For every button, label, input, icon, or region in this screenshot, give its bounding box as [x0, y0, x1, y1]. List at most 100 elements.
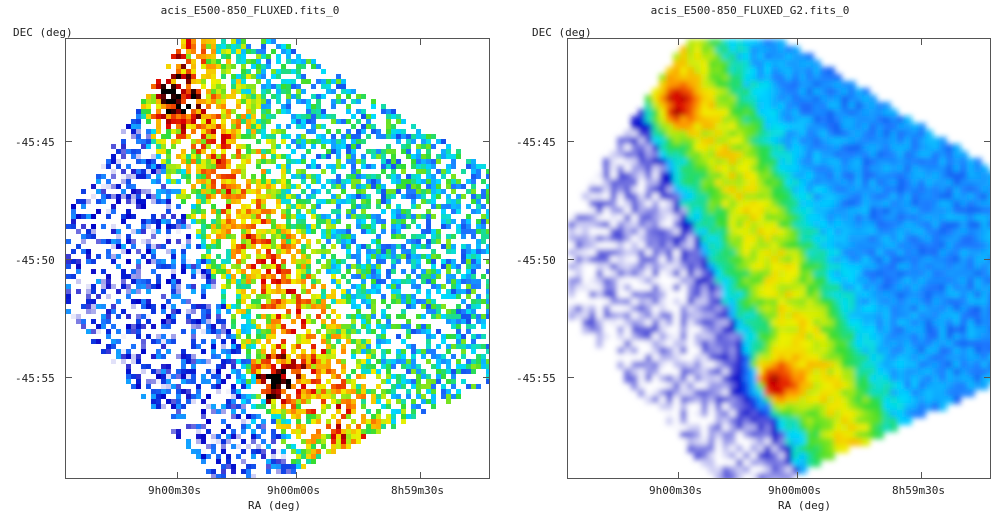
heatmap-cell — [241, 249, 246, 254]
heatmap-cell — [156, 139, 161, 144]
heatmap-cell — [799, 81, 807, 89]
heatmap-cell — [736, 46, 744, 54]
heatmap-cell — [855, 130, 863, 138]
heatmap-cell — [276, 344, 281, 349]
heatmap-cell — [386, 414, 391, 419]
heatmap-cell — [201, 199, 206, 204]
heatmap-cell — [201, 184, 206, 189]
heatmap-cell — [471, 299, 476, 304]
heatmap-cell — [701, 67, 709, 75]
heatmap-cell — [806, 53, 814, 61]
heatmap-cell — [631, 137, 639, 145]
heatmap-cell — [743, 123, 751, 131]
heatmap-cell — [206, 359, 211, 364]
heatmap-cell — [813, 109, 821, 117]
heatmap-cell — [331, 219, 336, 224]
heatmap-cell — [736, 172, 744, 180]
heatmap-cell — [286, 124, 291, 129]
heatmap-cell — [286, 229, 291, 234]
heatmap-cell — [441, 354, 446, 359]
heatmap-cell — [346, 89, 351, 94]
heatmap-cell — [451, 234, 456, 239]
heatmap-cell — [336, 214, 341, 219]
heatmap-cell — [862, 221, 870, 229]
heatmap-cell — [446, 149, 451, 154]
heatmap-cell — [161, 89, 166, 94]
heatmap-cell — [151, 199, 156, 204]
heatmap-cell — [256, 179, 261, 184]
heatmap-cell — [750, 179, 758, 187]
heatmap-cell — [401, 384, 406, 389]
heatmap-cell — [883, 249, 891, 257]
heatmap-cell — [226, 439, 231, 444]
heatmap-cell — [792, 46, 800, 54]
heatmap-cell — [466, 319, 471, 324]
heatmap-cell — [708, 130, 716, 138]
heatmap-cell — [181, 189, 186, 194]
heatmap-cell — [231, 394, 236, 399]
heatmap-cell — [301, 279, 306, 284]
heatmap-cell — [366, 409, 371, 414]
heatmap-cell — [71, 219, 76, 224]
heatmap-cell — [631, 144, 639, 152]
heatmap-cell — [301, 144, 306, 149]
heatmap-cell — [201, 284, 206, 289]
heatmap-cell — [421, 169, 426, 174]
heatmap-cell — [196, 259, 201, 264]
heatmap-cell — [241, 79, 246, 84]
heatmap-cell — [610, 158, 618, 166]
heatmap-cell — [411, 304, 416, 309]
heatmap-cell — [411, 364, 416, 369]
heatmap-cell — [813, 158, 821, 166]
heatmap-cell — [261, 424, 266, 429]
heatmap-cell — [694, 102, 702, 110]
heatmap-cell — [771, 186, 779, 194]
heatmap-cell — [181, 149, 186, 154]
heatmap-cell — [266, 159, 271, 164]
heatmap-cell — [71, 224, 76, 229]
heatmap-cell — [743, 179, 751, 187]
heatmap-cell — [256, 449, 261, 454]
heatmap-cell — [351, 254, 356, 259]
heatmap-cell — [431, 279, 436, 284]
heatmap-cell — [988, 235, 990, 243]
heatmap-cell — [296, 334, 301, 339]
heatmap-cell — [331, 194, 336, 199]
heatmap-cell — [366, 389, 371, 394]
heatmap-cell — [785, 158, 793, 166]
heatmap-cell — [346, 229, 351, 234]
heatmap-cell — [406, 214, 411, 219]
heatmap-cell — [216, 59, 221, 64]
heatmap-cell — [431, 239, 436, 244]
heatmap-cell — [701, 137, 709, 145]
heatmap-cell — [932, 256, 940, 264]
heatmap-cell — [596, 186, 604, 194]
heatmap-cell — [76, 279, 81, 284]
heatmap-cell — [694, 249, 702, 257]
heatmap-cell — [201, 229, 206, 234]
heatmap-cell — [271, 259, 276, 264]
heatmap-cell — [271, 189, 276, 194]
heatmap-cell — [321, 349, 326, 354]
heatmap-cell — [101, 224, 106, 229]
heatmap-cell — [266, 359, 271, 364]
heatmap-cell — [161, 369, 166, 374]
heatmap-cell — [461, 309, 466, 314]
heatmap-cell — [638, 214, 646, 222]
heatmap-cell — [366, 314, 371, 319]
heatmap-cell — [396, 289, 401, 294]
heatmap-cell — [161, 214, 166, 219]
heatmap-cell — [778, 53, 786, 61]
heatmap-cell — [276, 324, 281, 329]
heatmap-cell — [638, 235, 646, 243]
heatmap-cell — [176, 189, 181, 194]
heatmap-cell — [848, 186, 856, 194]
heatmap-cell — [231, 119, 236, 124]
heatmap-cell — [301, 454, 306, 459]
heatmap-cell — [276, 224, 281, 229]
heatmap-cell — [216, 384, 221, 389]
heatmap-cell — [680, 74, 688, 82]
heatmap-cell — [799, 53, 807, 61]
heatmap-cell — [306, 354, 311, 359]
heatmap-cell — [156, 164, 161, 169]
